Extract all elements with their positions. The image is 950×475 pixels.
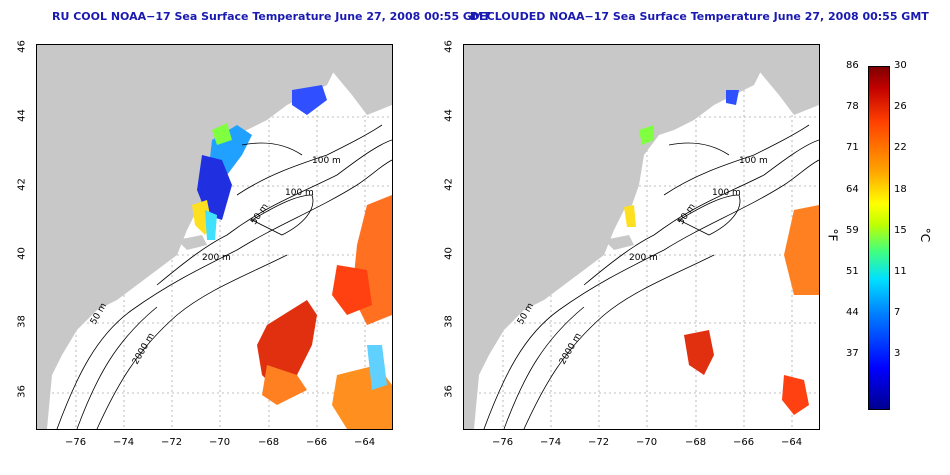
x-tick-label: −72 (588, 437, 610, 448)
x-tick-label: −68 (685, 437, 707, 448)
x-tick-label: −70 (209, 437, 231, 448)
y-tick-label: 36 (16, 385, 28, 398)
colorbar-tick-f: 78 (846, 101, 859, 113)
colorbar-tick-c: 15 (894, 224, 907, 236)
x-tick-label: −74 (113, 437, 135, 448)
temperature-colorbar (868, 66, 890, 410)
y-tick-label: 46 (16, 40, 28, 53)
contour-label-2000m: 2000 m (131, 332, 157, 367)
left-sst-map: 100 m 100 m 50 m 200 m 50 m 2000 m (36, 44, 393, 430)
y-tick-label: 40 (443, 247, 455, 260)
colorbar-tick-c: 26 (894, 101, 907, 113)
contour-label-200m: 200 m (629, 253, 658, 263)
x-tick-label: −76 (492, 437, 514, 448)
y-tick-label: 42 (443, 178, 455, 191)
colorbar-tick-f: 71 (846, 142, 859, 154)
colorbar-tick-c: 3 (894, 348, 901, 360)
y-tick-label: 46 (443, 40, 455, 53)
contour-label-100m-b: 100 m (285, 188, 314, 198)
land-mass (464, 45, 819, 429)
x-tick-label: −64 (354, 437, 376, 448)
contour-label-100m-a: 100 m (739, 156, 768, 166)
colorbar-tick-f: 86 (846, 60, 859, 71)
land-mass (37, 45, 392, 429)
colorbar-unit-f: °F (825, 228, 840, 242)
y-tick-label: 38 (443, 315, 455, 328)
contour-label-50m-a: 50 m (676, 202, 697, 227)
right-sst-map: 100 m 100 m 50 m 200 m 50 m 2000 m (463, 44, 820, 430)
contour-label-50m-a: 50 m (249, 202, 270, 227)
sst-patches (624, 90, 819, 415)
colorbar-tick-c: 11 (894, 266, 907, 278)
y-tick-label: 38 (16, 315, 28, 328)
x-tick-label: −66 (306, 437, 328, 448)
left-map-canvas: 100 m 100 m 50 m 200 m 50 m 2000 m (37, 45, 392, 429)
x-tick-label: −76 (65, 437, 87, 448)
colorbar-tick-f: 64 (846, 183, 859, 195)
colorbar-tick-f: 51 (846, 266, 859, 278)
contour-label-100m-b: 100 m (712, 188, 741, 198)
x-tick-label: −66 (733, 437, 755, 448)
y-tick-label: 44 (16, 109, 28, 122)
contour-label-100m-a: 100 m (312, 156, 341, 166)
x-tick-label: −68 (258, 437, 280, 448)
x-tick-label: −70 (636, 437, 658, 448)
sst-patches (192, 85, 392, 429)
y-tick-label: 44 (443, 109, 455, 122)
colorbar-unit-c: °C (918, 227, 933, 243)
left-map-title: RU COOL NOAA−17 Sea Surface Temperature … (52, 10, 491, 23)
colorbar-tick-c: 7 (894, 307, 901, 319)
contour-label-2000m: 2000 m (558, 332, 584, 367)
right-map-canvas: 100 m 100 m 50 m 200 m 50 m 2000 m (464, 45, 819, 429)
y-tick-label: 40 (16, 247, 28, 260)
colorbar-tick-f: 44 (846, 307, 859, 319)
x-tick-label: −72 (161, 437, 183, 448)
colorbar-tick-c: 18 (894, 183, 907, 195)
colorbar-tick-c: 22 (894, 142, 907, 154)
x-tick-label: −74 (540, 437, 562, 448)
colorbar-tick-c: 30 (894, 60, 907, 71)
y-tick-label: 42 (16, 178, 28, 191)
right-map-title: DECLOUDED NOAA−17 Sea Surface Temperatur… (470, 10, 929, 23)
x-tick-label: −64 (781, 437, 803, 448)
y-tick-label: 36 (443, 385, 455, 398)
colorbar-tick-f: 59 (846, 224, 859, 236)
contour-label-200m: 200 m (202, 253, 231, 263)
colorbar-tick-f: 37 (846, 348, 859, 360)
